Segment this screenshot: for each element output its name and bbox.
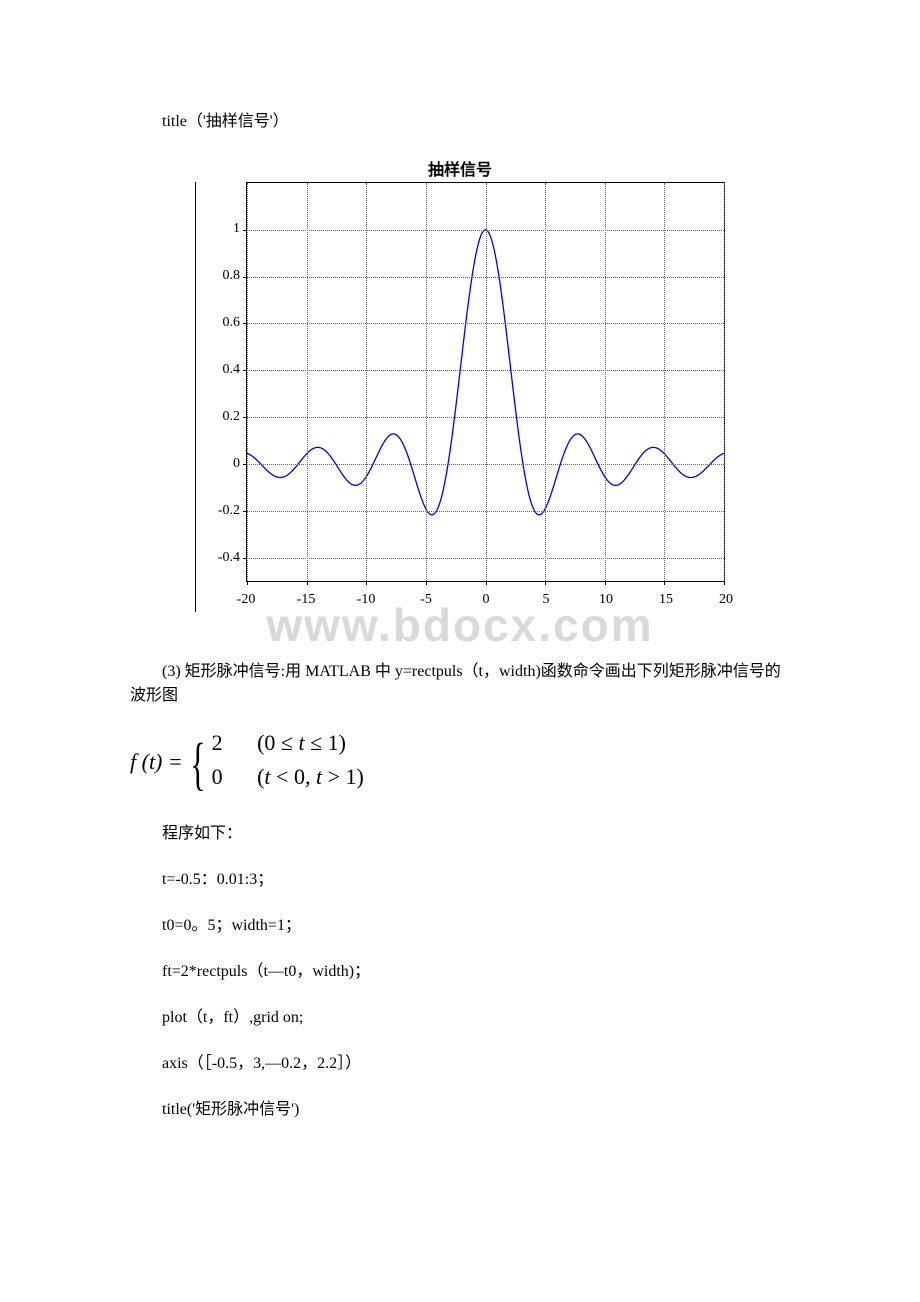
case2-cond: (t < 0, t > 1) bbox=[257, 764, 364, 789]
y-tick-label: 0.4 bbox=[196, 362, 240, 378]
sinc-chart: 抽样信号 -0.4 -0.2 0 0.2 0.4 0.6 0.8 1 -20 -15 -10 -5 0 5… bbox=[195, 156, 725, 612]
formula-lhs: f (t) = bbox=[130, 749, 183, 774]
x-tick-label: 5 bbox=[543, 592, 550, 608]
y-tick-label: 0.8 bbox=[196, 268, 240, 284]
y-tick-label: -0.4 bbox=[196, 550, 240, 566]
x-tick-label: 10 bbox=[599, 592, 613, 608]
case2-value: 0 bbox=[212, 764, 252, 790]
y-tick-label: -0.2 bbox=[196, 503, 240, 519]
plot-frame: -0.4-0.200.20.40.60.81-20-15-10-50510152… bbox=[195, 182, 725, 612]
y-tick-label: 0.6 bbox=[196, 315, 240, 331]
case1-cond: (0 ≤ t ≤ 1) bbox=[257, 730, 346, 755]
x-tick-label: -20 bbox=[237, 592, 256, 608]
x-tick-label: 20 bbox=[719, 592, 733, 608]
plot-area bbox=[246, 182, 725, 582]
code-line: axis（［-0.5，3,—0.2，2.2］） bbox=[130, 1052, 790, 1076]
x-tick-label: 15 bbox=[659, 592, 673, 608]
code-line: ft=2*rectpuls（t—t0，width)； bbox=[130, 960, 790, 984]
x-tick-label: -5 bbox=[420, 592, 432, 608]
x-tick-label: -10 bbox=[357, 592, 376, 608]
code-line: t0=0。5；width=1； bbox=[130, 914, 790, 938]
code-line: t=-0.5：0.01:3； bbox=[130, 868, 790, 892]
case1-value: 2 bbox=[212, 730, 252, 756]
code-line-title: title（'抽样信号'） bbox=[130, 110, 790, 134]
program-label: 程序如下： bbox=[130, 822, 790, 846]
code-line: title('矩形脉冲信号') bbox=[130, 1098, 790, 1122]
y-tick-label: 0.2 bbox=[196, 409, 240, 425]
y-tick-label: 0 bbox=[196, 456, 240, 472]
section3-prompt: (3) 矩形脉冲信号:用 MATLAB 中 y=rectpuls（t，width… bbox=[130, 660, 790, 708]
x-tick-label: 0 bbox=[483, 592, 490, 608]
left-brace: { bbox=[190, 738, 205, 790]
piecewise-formula: f (t) = { 2 (0 ≤ t ≤ 1) 0 (t < 0, t > 1) bbox=[130, 730, 790, 798]
chart-title: 抽样信号 bbox=[195, 156, 725, 180]
x-tick-label: -15 bbox=[297, 592, 316, 608]
code-line: plot（t，ft）,grid on; bbox=[130, 1006, 790, 1030]
y-tick-label: 1 bbox=[196, 221, 240, 237]
